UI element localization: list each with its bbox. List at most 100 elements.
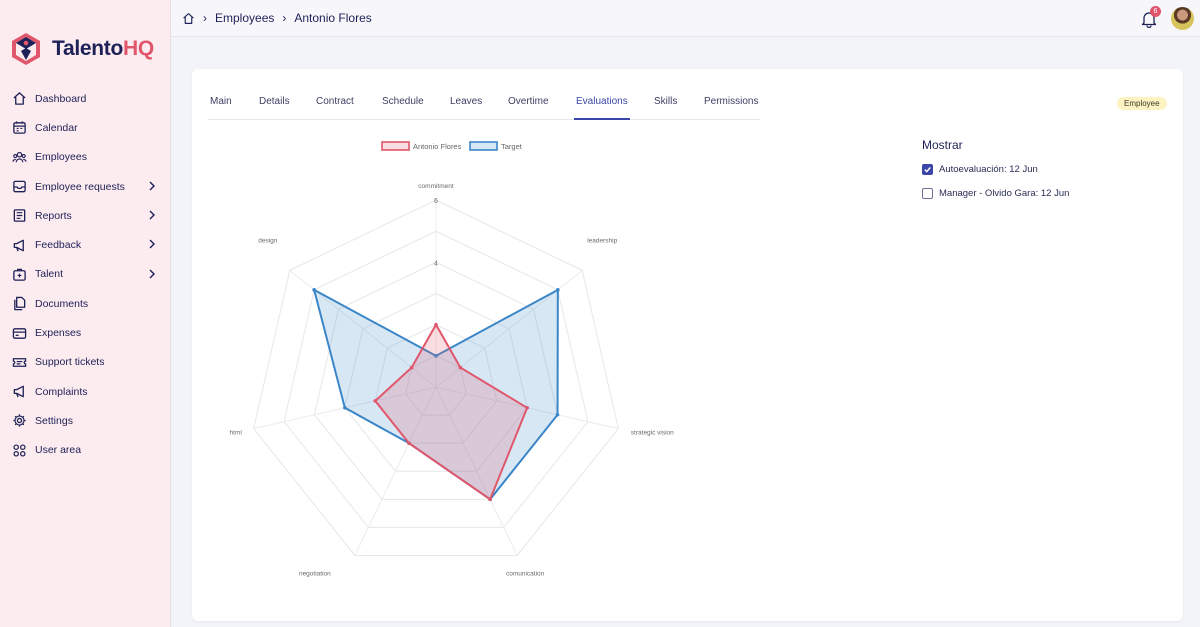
grid-ring bbox=[344, 292, 528, 472]
grid-ring bbox=[283, 230, 589, 528]
active-tab-indicator bbox=[574, 118, 630, 120]
sidebar-item-documents[interactable]: Documents bbox=[0, 289, 171, 318]
sidebar-item-settings[interactable]: Settings bbox=[0, 406, 171, 435]
axis-label: comunication bbox=[506, 570, 545, 577]
sidebar-item-label: Settings bbox=[35, 414, 73, 427]
breadcrumb-separator: › bbox=[203, 11, 207, 25]
talent-icon bbox=[11, 266, 27, 282]
data-point bbox=[525, 406, 529, 410]
legend-swatch bbox=[469, 141, 498, 151]
breadcrumb-separator: › bbox=[282, 11, 287, 25]
role-badge: Employee bbox=[1117, 97, 1167, 110]
logo[interactable]: TalentoHQ bbox=[10, 32, 154, 66]
filter-option-autoevaluacion[interactable]: Autoevaluación: 12 Jun bbox=[922, 164, 1038, 175]
chevron-right-icon[interactable] bbox=[147, 180, 157, 192]
tab-leaves[interactable]: Leaves bbox=[450, 96, 483, 107]
sidebar-item-label: Feedback bbox=[35, 239, 82, 252]
card-icon bbox=[11, 325, 27, 341]
sidebar-item-employees[interactable]: Employees bbox=[0, 143, 171, 172]
chevron-right-icon[interactable] bbox=[147, 268, 157, 280]
documents-icon bbox=[11, 296, 27, 312]
chevron-right-icon[interactable] bbox=[147, 238, 157, 250]
tab-permissions[interactable]: Permissions bbox=[704, 96, 759, 107]
sidebar-item-expenses[interactable]: Expenses bbox=[0, 318, 171, 347]
sidebar-item-user-area[interactable]: User area bbox=[0, 436, 171, 465]
axis-label: commitment bbox=[418, 183, 454, 190]
grid-spoke bbox=[354, 386, 437, 556]
data-point bbox=[458, 365, 463, 370]
data-point bbox=[343, 406, 347, 410]
sidebar-item-label: Expenses bbox=[35, 327, 82, 340]
topbar: › Employees › Antonio Flores 6 bbox=[171, 0, 1200, 37]
sidebar-item-label: Support tickets bbox=[35, 356, 105, 369]
legend-label: Target bbox=[501, 142, 523, 151]
gear-icon bbox=[11, 413, 27, 429]
breadcrumb-employees[interactable]: Employees bbox=[215, 11, 275, 25]
report-icon bbox=[11, 208, 27, 224]
sidebar-item-calendar[interactable]: Calendar bbox=[0, 113, 171, 142]
sidebar-item-support-tickets[interactable]: Support tickets bbox=[0, 348, 171, 377]
sidebar-item-label: Documents bbox=[35, 297, 89, 310]
sidebar: TalentoHQ Dashboard Calendar Employees Empl… bbox=[0, 0, 171, 627]
logo-text-hq: HQ bbox=[123, 37, 154, 60]
sidebar-item-label: Complaints bbox=[35, 385, 88, 398]
tick-label: 6 bbox=[434, 198, 438, 205]
tab-contract[interactable]: Contract bbox=[316, 96, 354, 107]
tab-skills[interactable]: Skills bbox=[654, 96, 678, 107]
data-point bbox=[409, 365, 414, 370]
tab-details[interactable]: Details bbox=[259, 96, 290, 107]
grid-icon bbox=[11, 442, 27, 458]
sidebar-item-label: User area bbox=[35, 444, 82, 457]
chevron-right-icon[interactable] bbox=[147, 209, 157, 221]
axis-label: leadership bbox=[587, 237, 617, 244]
filter-option-manager[interactable]: Manager - Olvido Gara: 12 Jun bbox=[922, 188, 1069, 199]
sidebar-item-label: Calendar bbox=[35, 121, 78, 134]
logo-text-talento: Talento bbox=[52, 37, 124, 60]
sidebar-item-label: Employee requests bbox=[35, 180, 125, 193]
sidebar-item-talent[interactable]: Talent bbox=[0, 260, 171, 289]
sidebar-item-dashboard[interactable]: Dashboard bbox=[0, 84, 171, 113]
tick-label: 4 bbox=[434, 260, 438, 267]
axis-label: html bbox=[230, 430, 243, 437]
checkbox-checked[interactable] bbox=[922, 164, 933, 175]
megaphone-icon bbox=[11, 384, 27, 400]
megaphone-icon bbox=[11, 237, 27, 253]
calendar-icon bbox=[11, 120, 27, 136]
tab-schedule[interactable]: Schedule bbox=[382, 96, 424, 107]
tab-evaluations[interactable]: Evaluations bbox=[576, 96, 628, 107]
home-icon[interactable] bbox=[182, 12, 195, 25]
inbox-icon bbox=[11, 179, 27, 195]
sidebar-item-feedback[interactable]: Feedback bbox=[0, 230, 171, 259]
breadcrumb-current: Antonio Flores bbox=[294, 11, 372, 25]
filter-title: Mostrar bbox=[922, 138, 963, 152]
sidebar-item-label: Reports bbox=[35, 209, 72, 222]
sidebar-item-employee-requests[interactable]: Employee requests bbox=[0, 172, 171, 201]
data-point bbox=[434, 354, 438, 358]
avatar[interactable] bbox=[1171, 7, 1194, 30]
sidebar-item-reports[interactable]: Reports bbox=[0, 201, 171, 230]
ticket-icon bbox=[11, 354, 27, 370]
legend-swatch bbox=[381, 141, 410, 151]
filter-option-label: Manager - Olvido Gara: 12 Jun bbox=[939, 188, 1070, 199]
axis-label: design bbox=[258, 237, 278, 244]
radar-chart: commitment leadership strategic vision comu… bbox=[230, 141, 674, 577]
data-point bbox=[556, 288, 560, 292]
axis-label: negotiation bbox=[299, 570, 331, 577]
grid-ring bbox=[253, 199, 619, 556]
breadcrumb: › Employees › Antonio Flores bbox=[182, 11, 372, 25]
data-point bbox=[312, 288, 316, 292]
legend-label: Antonio Flores bbox=[413, 142, 462, 151]
tab-overtime[interactable]: Overtime bbox=[508, 96, 549, 107]
tab-main[interactable]: Main bbox=[210, 96, 232, 107]
sidebar-item-label: Employees bbox=[35, 151, 87, 164]
checkbox-unchecked[interactable] bbox=[922, 188, 933, 199]
sidebar-item-complaints[interactable]: Complaints bbox=[0, 377, 171, 406]
grid-spoke bbox=[435, 386, 518, 556]
users-icon bbox=[11, 149, 27, 165]
logo-text: TalentoHQ bbox=[52, 37, 154, 61]
data-point bbox=[555, 412, 560, 417]
check-icon bbox=[924, 167, 931, 173]
sidebar-item-label: Dashboard bbox=[35, 92, 87, 105]
logo-cube-icon bbox=[12, 33, 40, 65]
grid-ring bbox=[405, 355, 467, 416]
